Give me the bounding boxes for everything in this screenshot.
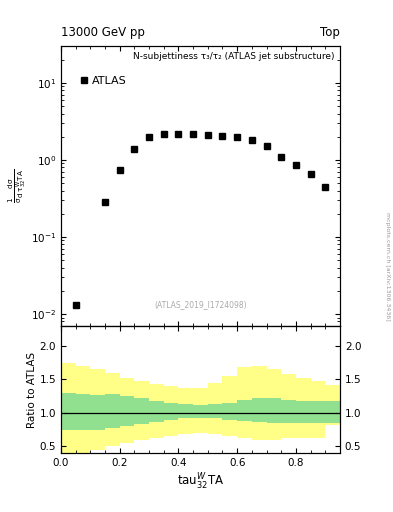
ATLAS xyxy=(220,133,225,139)
ATLAS xyxy=(176,131,181,137)
Legend: ATLAS: ATLAS xyxy=(78,74,129,89)
Y-axis label: Ratio to ATLAS: Ratio to ATLAS xyxy=(27,351,37,428)
ATLAS xyxy=(191,131,195,137)
ATLAS xyxy=(264,143,269,150)
Text: mcplots.cern.ch [arXiv:1306.3436]: mcplots.cern.ch [arXiv:1306.3436] xyxy=(385,212,390,321)
Y-axis label: $\mathregular{\frac{1}{\sigma}\frac{d\sigma}{d\,\tau_{32}^{W}TA}}$: $\mathregular{\frac{1}{\sigma}\frac{d\si… xyxy=(6,169,28,203)
Text: (ATLAS_2019_I1724098): (ATLAS_2019_I1724098) xyxy=(154,300,247,309)
Text: Top: Top xyxy=(320,26,340,39)
ATLAS xyxy=(323,183,328,189)
ATLAS xyxy=(308,171,313,177)
ATLAS xyxy=(73,302,78,308)
ATLAS xyxy=(206,132,210,138)
ATLAS xyxy=(279,154,284,160)
ATLAS xyxy=(162,131,166,137)
Text: N-subjettiness τ₃/τ₂ (ATLAS jet substructure): N-subjettiness τ₃/τ₂ (ATLAS jet substruc… xyxy=(133,52,334,61)
ATLAS xyxy=(235,134,239,140)
ATLAS xyxy=(147,134,151,140)
Text: 13000 GeV pp: 13000 GeV pp xyxy=(61,26,145,39)
ATLAS xyxy=(294,162,298,168)
ATLAS xyxy=(103,199,107,205)
ATLAS xyxy=(132,145,137,152)
Line: ATLAS: ATLAS xyxy=(72,131,329,308)
X-axis label: tau$^{W}_{32}$TA: tau$^{W}_{32}$TA xyxy=(177,472,224,492)
ATLAS xyxy=(250,137,254,143)
ATLAS xyxy=(117,166,122,173)
